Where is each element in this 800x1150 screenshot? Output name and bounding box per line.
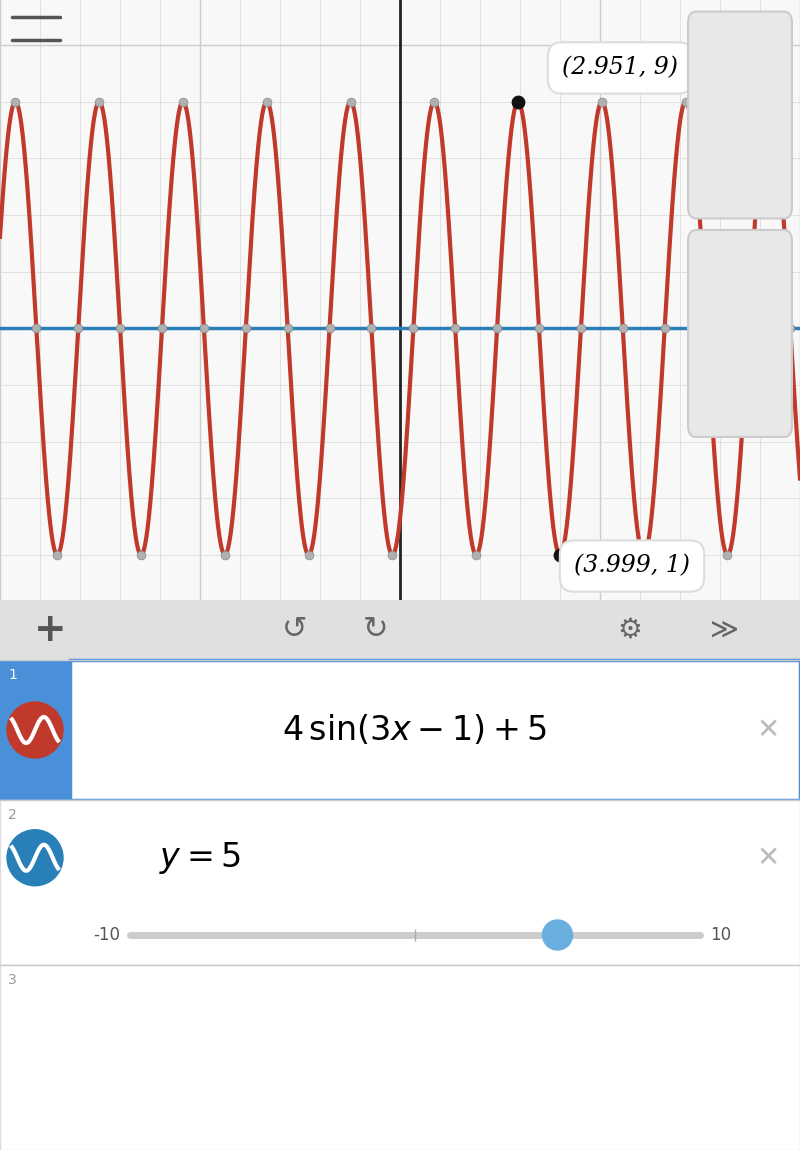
Text: 1: 1 [8, 668, 17, 682]
Point [533, 319, 546, 337]
Point [616, 319, 629, 337]
Point [658, 319, 671, 337]
FancyBboxPatch shape [70, 660, 800, 800]
Point [344, 93, 357, 112]
Point [302, 545, 315, 564]
Point [763, 93, 776, 112]
Point [93, 93, 106, 112]
Text: $y=5$: $y=5$ [159, 840, 241, 876]
Point [554, 545, 566, 564]
Point [260, 93, 273, 112]
Point [470, 545, 482, 564]
Text: (2.951, 9): (2.951, 9) [562, 56, 678, 79]
FancyBboxPatch shape [0, 600, 800, 660]
Point [449, 319, 462, 337]
Point [239, 319, 252, 337]
Point [198, 319, 210, 337]
Point [742, 319, 755, 337]
Text: ↻: ↻ [362, 615, 388, 644]
Text: +: + [34, 611, 66, 649]
Point [72, 319, 85, 337]
Text: 3: 3 [8, 973, 17, 987]
Point [721, 545, 734, 564]
Point [365, 319, 378, 337]
Point [679, 93, 692, 112]
Point [574, 319, 587, 337]
Circle shape [7, 830, 63, 886]
Circle shape [7, 702, 63, 758]
Point [323, 319, 336, 337]
Point [554, 545, 566, 564]
Text: 🔧: 🔧 [766, 24, 778, 44]
Text: ≫: ≫ [710, 616, 739, 644]
Text: ⚙: ⚙ [618, 616, 642, 644]
FancyBboxPatch shape [0, 965, 800, 1150]
Point [428, 93, 441, 112]
Point [700, 319, 713, 337]
Text: $4\,\sin(3x-1)+5$: $4\,\sin(3x-1)+5$ [282, 713, 547, 748]
Point [595, 93, 608, 112]
Point [282, 319, 294, 337]
FancyBboxPatch shape [0, 800, 800, 965]
Point [512, 93, 525, 112]
Point [156, 319, 169, 337]
Point [490, 319, 503, 337]
Text: ✕: ✕ [756, 716, 780, 744]
Text: 2: 2 [8, 808, 17, 822]
Text: ✕: ✕ [756, 844, 780, 872]
FancyBboxPatch shape [0, 660, 70, 800]
Text: -10: -10 [93, 926, 120, 944]
Point [9, 93, 22, 112]
Circle shape [542, 920, 573, 950]
Text: 10: 10 [710, 926, 731, 944]
Point [638, 545, 650, 564]
Point [407, 319, 420, 337]
Point [784, 319, 797, 337]
Point [218, 545, 231, 564]
Point [134, 545, 147, 564]
Point [512, 93, 525, 112]
Text: (3.999, 1): (3.999, 1) [574, 554, 690, 577]
Point [114, 319, 126, 337]
Text: 🏠: 🏠 [766, 177, 778, 197]
Point [386, 545, 398, 564]
Point [177, 93, 190, 112]
Text: ↺: ↺ [282, 615, 308, 644]
Point [30, 319, 42, 337]
Point [51, 545, 64, 564]
